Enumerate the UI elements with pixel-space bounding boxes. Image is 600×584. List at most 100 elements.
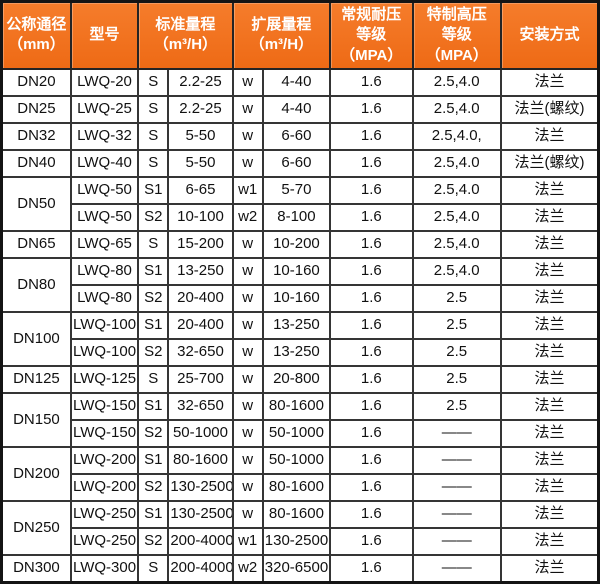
cell-pressure: 1.6: [329, 553, 414, 584]
cell-ext-code: w1: [231, 527, 264, 556]
cell-ext-code: w: [231, 67, 264, 97]
cell-pressure: 1.6: [329, 364, 414, 394]
cell-model: LWQ-100: [69, 310, 140, 340]
cell-ext-code: w: [231, 473, 264, 502]
cell-std-range: 200-4000: [167, 527, 234, 556]
cell-ext-code: w: [231, 364, 264, 394]
cell-std-code: S1: [137, 499, 170, 529]
cell-model: LWQ-100: [69, 338, 140, 367]
cell-high-pressure: 2.5: [411, 391, 502, 421]
table-row: DN200 LWQ-200 S1 80-1600 w 50-1000 1.6 —…: [0, 445, 600, 502]
cell-std-code: S1: [137, 310, 170, 340]
table-row: DN250 LWQ-250 S1 130-2500 w 80-1600 1.6 …: [0, 499, 600, 556]
cell-std-code: S2: [137, 419, 170, 448]
cell-ext-range: 20-800: [262, 364, 332, 394]
cell-install: 法兰: [499, 67, 600, 97]
cell-dn: DN250: [0, 499, 72, 556]
cell-high-pressure: 2.5: [411, 310, 502, 340]
cell-ext-range: 320-6500: [262, 553, 332, 584]
cell-ext-range: 80-1600: [262, 499, 332, 529]
cell-pressure: 1.6: [329, 121, 414, 151]
cell-install: 法兰: [499, 391, 600, 421]
cell-dn: DN50: [0, 175, 72, 232]
cell-high-pressure: 2.5,4.0: [411, 229, 502, 259]
cell-std-range: 10-100: [167, 203, 234, 232]
cell-pressure: 1.6: [329, 338, 414, 367]
cell-pressure: 1.6: [329, 203, 414, 232]
cell-model: LWQ-200: [69, 473, 140, 502]
table-row: DN100 LWQ-100 S1 20-400 w 13-250 1.6 2.5…: [0, 310, 600, 367]
table-row: DN40 LWQ-40 S 5-50 w 6-60 1.6 2.5,4.0 法兰…: [0, 148, 600, 178]
cell-ext-range: 130-2500: [262, 527, 332, 556]
table-row: DN32 LWQ-32 S 5-50 w 6-60 1.6 2.5,4.0, 法…: [0, 121, 600, 151]
cell-ext-code: w2: [231, 553, 264, 584]
cell-install: 法兰: [499, 364, 600, 394]
header-model: 型号: [69, 0, 140, 70]
cell-std-range: 5-50: [167, 121, 234, 151]
cell-model: LWQ-32: [69, 121, 140, 151]
cell-pressure: 1.6: [329, 499, 414, 529]
cell-ext-code: w: [231, 310, 264, 340]
cell-std-code: S2: [137, 284, 170, 313]
cell-std-code: S2: [137, 473, 170, 502]
cell-ext-code: w: [231, 445, 264, 475]
cell-std-code: S1: [137, 391, 170, 421]
cell-model: LWQ-65: [69, 229, 140, 259]
cell-model: LWQ-200: [69, 445, 140, 475]
cell-pressure: 1.6: [329, 391, 414, 421]
cell-high-pressure: 2.5,4.0,: [411, 121, 502, 151]
cell-std-range: 20-400: [167, 284, 234, 313]
cell-ext-range: 10-160: [262, 284, 332, 313]
cell-ext-range: 6-60: [262, 148, 332, 178]
cell-std-range: 80-1600: [167, 445, 234, 475]
cell-install: 法兰(螺纹): [499, 148, 600, 178]
cell-high-pressure: 2.5,4.0: [411, 203, 502, 232]
cell-std-range: 130-2500: [167, 499, 234, 529]
cell-model: LWQ-300: [69, 553, 140, 584]
cell-model: LWQ-80: [69, 256, 140, 286]
cell-ext-code: w2: [231, 203, 264, 232]
cell-high-pressure: 2.5: [411, 364, 502, 394]
table-row: DN65 LWQ-65 S 15-200 w 10-200 1.6 2.5,4.…: [0, 229, 600, 259]
table-row: LWQ-250 S2 200-4000 w1 130-2500 1.6 —— 法…: [2, 527, 600, 556]
cell-ext-code: w: [231, 94, 264, 124]
cell-model: LWQ-20: [69, 67, 140, 97]
cell-install: 法兰: [499, 229, 600, 259]
cell-std-range: 32-650: [167, 391, 234, 421]
header-extended-range: 扩展量程 （m³/H）: [231, 0, 332, 70]
cell-std-range: 32-650: [167, 338, 234, 367]
header-installation: 安装方式: [499, 0, 600, 70]
cell-std-range: 25-700: [167, 364, 234, 394]
cell-std-code: S: [137, 148, 170, 178]
cell-model: LWQ-250: [69, 499, 140, 529]
cell-high-pressure: 2.5,4.0: [411, 148, 502, 178]
cell-high-pressure: 2.5: [411, 338, 502, 367]
cell-ext-code: w1: [231, 175, 264, 205]
cell-dn: DN80: [0, 256, 72, 313]
cell-model: LWQ-50: [69, 203, 140, 232]
cell-dn: DN150: [0, 391, 72, 448]
cell-std-code: S1: [137, 256, 170, 286]
cell-dn: DN40: [0, 148, 72, 178]
table-row: LWQ-50 S2 10-100 w2 8-100 1.6 2.5,4.0 法兰: [2, 203, 600, 232]
cell-std-range: 13-250: [167, 256, 234, 286]
cell-model: LWQ-50: [69, 175, 140, 205]
header-nominal-diameter: 公称通径 （mm）: [0, 0, 72, 70]
cell-model: LWQ-150: [69, 391, 140, 421]
cell-ext-range: 4-40: [262, 94, 332, 124]
cell-std-range: 15-200: [167, 229, 234, 259]
cell-std-code: S1: [137, 175, 170, 205]
table-row: LWQ-150 S2 50-1000 w 50-1000 1.6 —— 法兰: [2, 419, 600, 448]
cell-ext-range: 50-1000: [262, 445, 332, 475]
cell-pressure: 1.6: [329, 310, 414, 340]
cell-model: LWQ-80: [69, 284, 140, 313]
cell-ext-code: w: [231, 256, 264, 286]
cell-pressure: 1.6: [329, 419, 414, 448]
cell-install: 法兰: [499, 499, 600, 529]
cell-pressure: 1.6: [329, 256, 414, 286]
cell-ext-range: 50-1000: [262, 419, 332, 448]
cell-install: 法兰: [499, 203, 600, 232]
cell-pressure: 1.6: [329, 94, 414, 124]
cell-ext-code: w: [231, 148, 264, 178]
